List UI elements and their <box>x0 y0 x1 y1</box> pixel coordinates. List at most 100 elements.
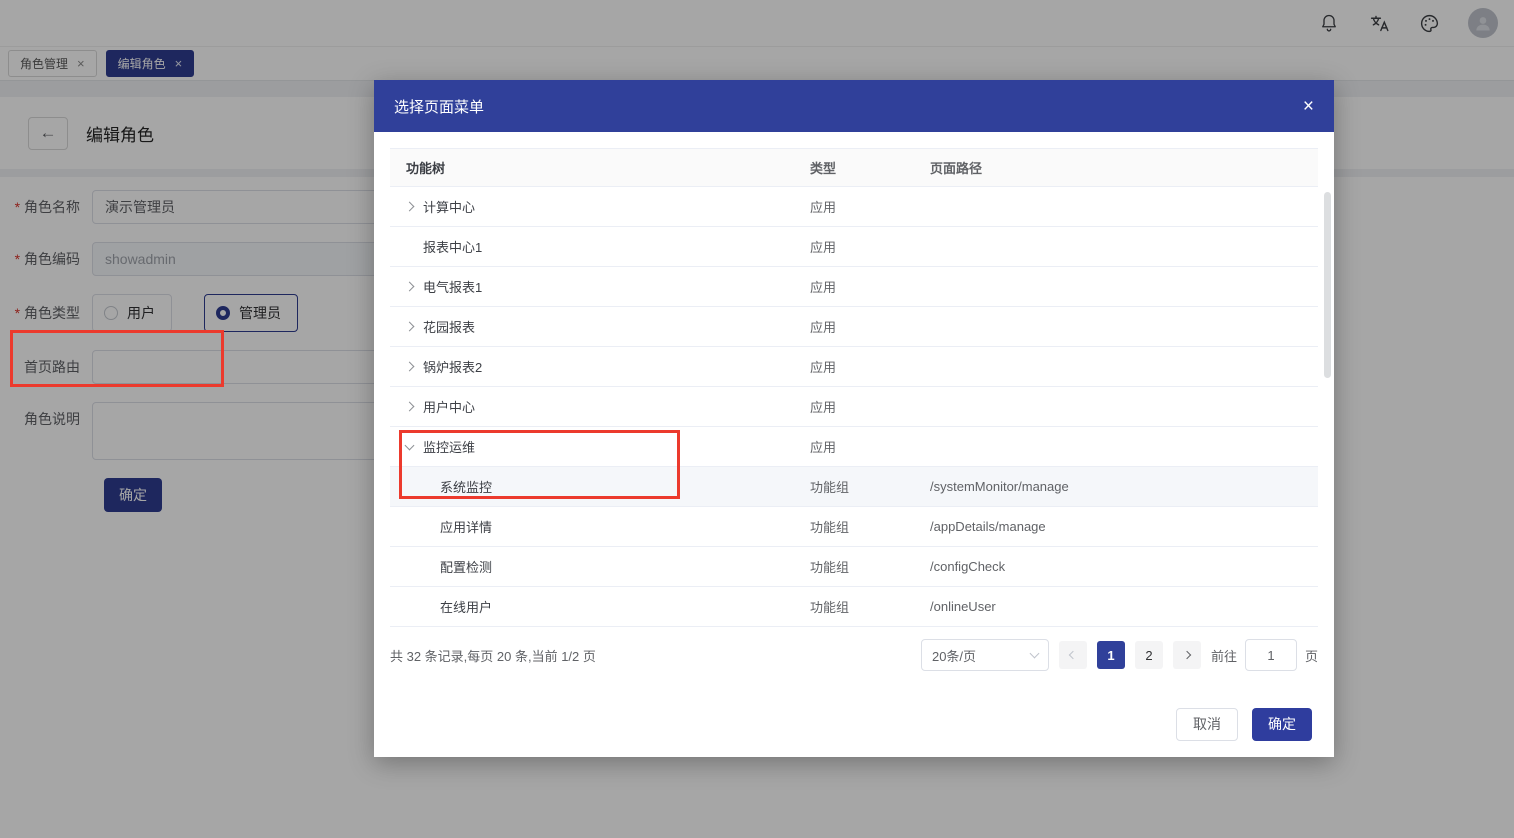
function-tree-table: 功能树 类型 页面路径 计算中心 应用 报表中心1 应用 电气报表1 应用 花园报表 应用 锅炉… <box>390 148 1318 627</box>
cancel-button[interactable]: 取消 <box>1176 707 1238 741</box>
role-name-label: 角色名称 <box>0 190 92 224</box>
row-type: 应用 <box>810 200 837 215</box>
modal-title: 选择页面菜单 <box>394 98 485 116</box>
table-row[interactable]: 配置检测 功能组/configCheck <box>390 547 1318 587</box>
confirm-button[interactable]: 确定 <box>1252 707 1312 741</box>
modal-body: 功能树 类型 页面路径 计算中心 应用 报表中心1 应用 电气报表1 应用 花园报表 应用 锅炉… <box>374 132 1334 671</box>
chevron-down-icon <box>1029 648 1040 659</box>
tree-node-label: 在线用户 <box>440 600 493 615</box>
pagination-summary: 共 32 条记录,每页 20 条,当前 1/2 页 <box>390 648 596 664</box>
row-path: /configCheck <box>930 559 1006 574</box>
table-row[interactable]: 在线用户 功能组/onlineUser <box>390 587 1318 627</box>
form-confirm-button[interactable]: 确定 <box>104 478 162 512</box>
goto-suffix: 页 <box>1304 648 1318 664</box>
next-page-button[interactable] <box>1172 641 1201 669</box>
radio-admin-label: 管理员 <box>239 305 281 321</box>
tree-node-label: 电气报表1 <box>423 280 483 295</box>
row-path: /appDetails/manage <box>930 519 1046 534</box>
modal-footer: 取消 确定 <box>374 691 1334 757</box>
role-desc-label: 角色说明 <box>24 411 80 427</box>
tree-node-label: 锅炉报表2 <box>423 360 483 375</box>
user-avatar[interactable] <box>1468 8 1498 38</box>
caret-right-icon[interactable] <box>404 361 415 372</box>
tab-label: 角色管理 <box>20 57 69 71</box>
goto-page-input[interactable] <box>1244 639 1297 671</box>
table-row[interactable]: 监控运维 应用 <box>390 427 1318 467</box>
tab-close-icon[interactable]: × <box>77 56 85 71</box>
table-header: 功能树 类型 页面路径 <box>390 149 1318 187</box>
tab-close-icon[interactable]: × <box>174 56 183 71</box>
home-route-label: 首页路由 <box>24 359 80 375</box>
goto-page: 前往 页 <box>1211 639 1318 671</box>
table-body: 计算中心 应用 报表中心1 应用 电气报表1 应用 花园报表 应用 锅炉报表2 应用 用户中心 应用监… <box>390 187 1318 627</box>
row-path: /onlineUser <box>930 599 996 614</box>
language-translate-icon[interactable] <box>1368 12 1390 34</box>
page-title: 编辑角色 <box>86 125 154 145</box>
table-row[interactable]: 用户中心 应用 <box>390 387 1318 427</box>
prev-page-button[interactable] <box>1058 641 1087 669</box>
table-scrollbar-thumb[interactable] <box>1324 192 1331 378</box>
select-page-menu-modal: 选择页面菜单 × 功能树 类型 页面路径 计算中心 应用 报表中心1 应用 电气报表1 应… <box>374 80 1334 757</box>
table-row[interactable]: 计算中心 应用 <box>390 187 1318 227</box>
row-type: 应用 <box>810 400 837 415</box>
tree-node-label: 用户中心 <box>423 400 476 415</box>
goto-label: 前往 <box>1210 648 1237 664</box>
tree-node-label: 系统监控 <box>440 480 493 495</box>
caret-right-icon[interactable] <box>404 401 415 412</box>
radio-user[interactable]: 用户 <box>92 294 172 332</box>
tab-edit-role[interactable]: 编辑角色 × <box>105 50 195 77</box>
row-type: 应用 <box>810 240 837 255</box>
row-type: 应用 <box>810 360 837 375</box>
theme-palette-icon[interactable] <box>1418 12 1440 34</box>
row-type: 应用 <box>810 320 837 335</box>
caret-right-icon[interactable] <box>404 201 415 212</box>
page-button-1[interactable]: 1 <box>1096 641 1125 669</box>
close-icon[interactable]: × <box>1302 95 1314 117</box>
back-button[interactable]: ← <box>28 116 68 150</box>
radio-circle-icon <box>104 306 118 320</box>
tree-node-label: 监控运维 <box>423 440 476 455</box>
chevron-left-icon <box>1068 650 1078 660</box>
form-row-role-type: 角色类型 用户 管理员 <box>0 294 1514 332</box>
tree-node-label: 应用详情 <box>440 520 493 535</box>
page-size-select[interactable]: 20条/页 <box>920 639 1049 671</box>
table-row[interactable]: 花园报表 应用 <box>390 307 1318 347</box>
table-row[interactable]: 电气报表1 应用 <box>390 267 1318 307</box>
column-header-type: 类型 <box>810 161 837 176</box>
row-type: 应用 <box>810 440 837 455</box>
row-type: 应用 <box>810 280 837 295</box>
table-row[interactable]: 锅炉报表2 应用 <box>390 347 1318 387</box>
table-row[interactable]: 报表中心1 应用 <box>390 227 1318 267</box>
row-type: 功能组 <box>810 520 850 535</box>
table-row[interactable]: 应用详情 功能组/appDetails/manage <box>390 507 1318 547</box>
role-code-label: 角色编码 <box>0 242 92 276</box>
tab-role-management[interactable]: 角色管理 × <box>8 50 97 77</box>
row-type: 功能组 <box>810 480 850 495</box>
notification-bell-icon[interactable] <box>1318 12 1340 34</box>
tree-node-label: 报表中心1 <box>423 240 483 255</box>
tree-node-label: 花园报表 <box>423 320 476 335</box>
radio-circle-icon <box>216 306 230 320</box>
tree-node-label: 计算中心 <box>423 200 476 215</box>
tree-node-label: 配置检测 <box>440 560 493 575</box>
tab-label: 编辑角色 <box>117 57 166 71</box>
column-header-tree: 功能树 <box>406 161 446 176</box>
chevron-right-icon <box>1182 650 1192 660</box>
modal-header: 选择页面菜单 × <box>374 80 1334 132</box>
page-button-2[interactable]: 2 <box>1134 641 1163 669</box>
pagination-controls: 20条/页 12 前往 页 <box>920 639 1318 671</box>
row-type: 功能组 <box>810 600 850 615</box>
radio-admin[interactable]: 管理员 <box>204 294 298 332</box>
table-row[interactable]: 系统监控 功能组/systemMonitor/manage <box>390 467 1318 507</box>
back-arrow-icon: ← <box>39 123 57 142</box>
page-size-value: 20条/页 <box>931 648 977 664</box>
caret-down-icon[interactable] <box>404 440 415 450</box>
row-type: 功能组 <box>810 560 850 575</box>
caret-right-icon[interactable] <box>404 321 415 332</box>
radio-user-label: 用户 <box>127 305 155 321</box>
row-path: /systemMonitor/manage <box>930 479 1069 494</box>
pagination-bar: 共 32 条记录,每页 20 条,当前 1/2 页 20条/页 12 前往 页 <box>390 639 1318 671</box>
caret-right-icon[interactable] <box>404 281 415 292</box>
role-type-label: 角色类型 <box>0 296 92 330</box>
